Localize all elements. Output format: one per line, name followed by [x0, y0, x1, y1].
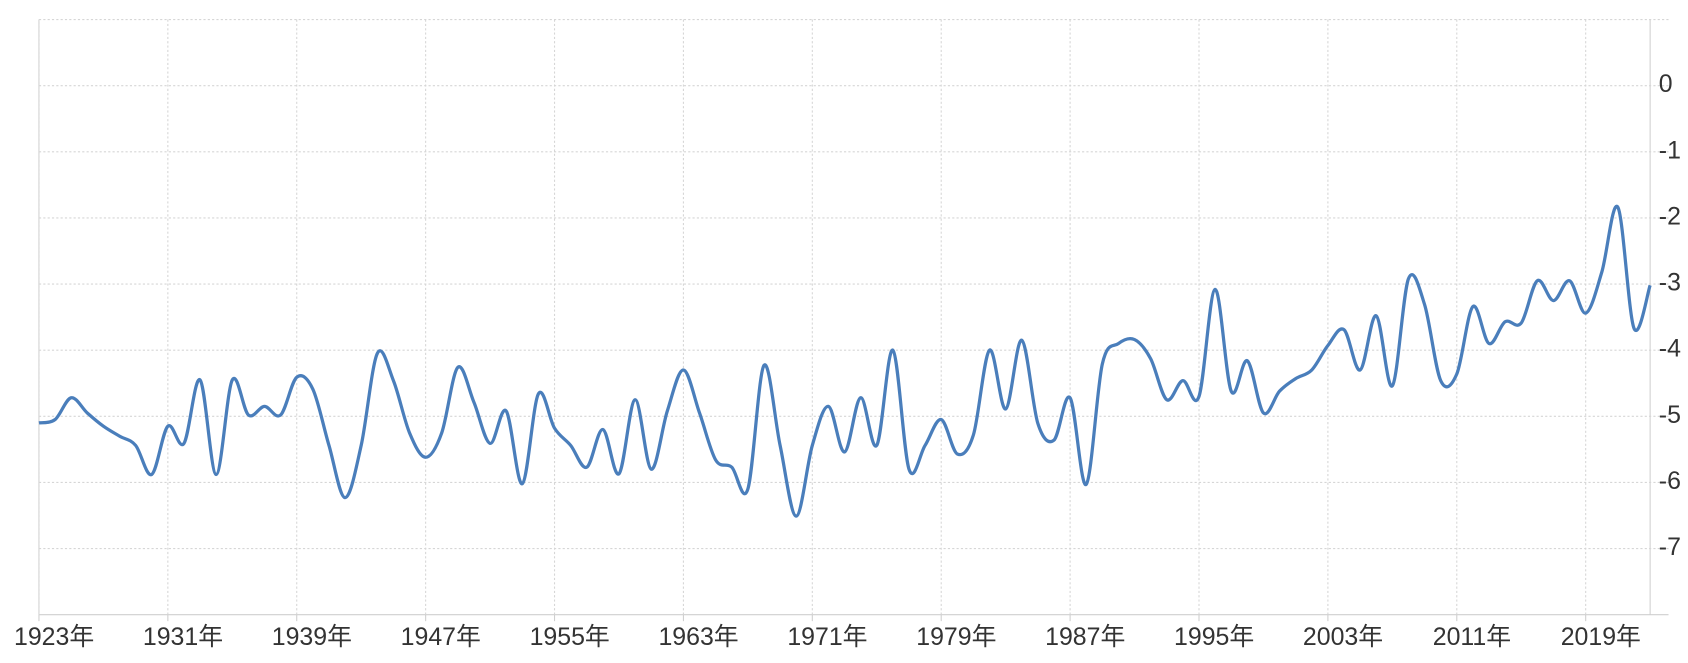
x-tick-label: 1923年 — [14, 623, 94, 651]
x-tick-label: 1939年 — [272, 623, 352, 651]
y-tick-label: 0 — [1659, 70, 1673, 98]
x-tick-label: 1947年 — [401, 623, 481, 651]
y-tick-label: -3 — [1659, 269, 1681, 297]
x-tick-label: 2011年 — [1433, 623, 1511, 651]
x-tick-label: 1931年 — [143, 623, 223, 651]
y-tick-label: -4 — [1659, 335, 1681, 363]
x-tick-label: 1987年 — [1045, 623, 1125, 651]
y-tick-label: -5 — [1659, 401, 1681, 429]
y-tick-label: -2 — [1659, 202, 1681, 230]
y-tick-label: -7 — [1659, 533, 1681, 561]
x-tick-label: 1995年 — [1174, 623, 1254, 651]
x-tick-label: 1963年 — [658, 623, 738, 651]
x-tick-label: 1979年 — [916, 623, 996, 651]
x-tick-label: 1971年 — [787, 623, 867, 651]
data-line — [38, 204, 1652, 518]
y-tick-label: -6 — [1659, 467, 1681, 495]
x-tick-label: 2003年 — [1303, 623, 1383, 651]
x-tick-label: 2019年 — [1561, 623, 1641, 651]
x-tick-label: 1955年 — [530, 623, 610, 651]
y-tick-label: -1 — [1659, 136, 1681, 164]
